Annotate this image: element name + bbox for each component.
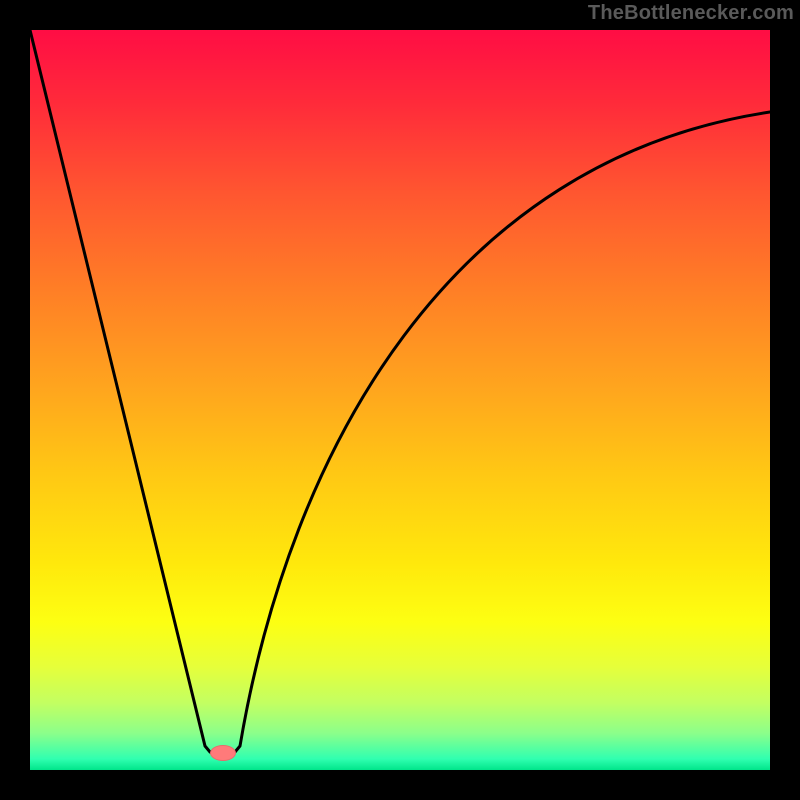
watermark-text: TheBottlenecker.com	[588, 2, 794, 25]
optimum-marker	[210, 745, 236, 761]
bottleneck-curve-chart	[30, 30, 770, 770]
chart-container: TheBottlenecker.com	[0, 0, 800, 800]
plot-area	[30, 30, 770, 770]
